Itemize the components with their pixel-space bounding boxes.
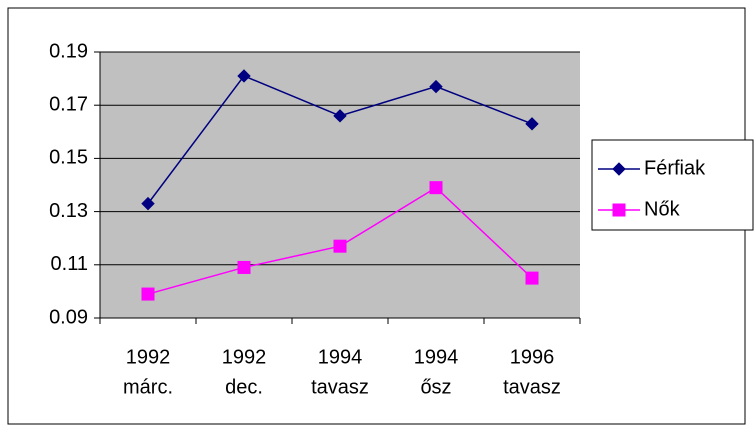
y-tick-label: 0.13: [49, 200, 88, 222]
data-point: [525, 271, 539, 285]
x-tick-label: márc.: [123, 376, 173, 398]
legend-marker: [612, 203, 626, 217]
data-point: [237, 260, 251, 274]
legend-marker: [612, 162, 626, 176]
data-point: [429, 181, 443, 195]
data-point: [429, 79, 443, 94]
x-tick-label: tavasz: [311, 376, 369, 398]
x-tick-label: dec.: [225, 376, 263, 398]
y-tick-label: 0.19: [49, 40, 88, 62]
y-tick-label: 0.11: [51, 253, 88, 275]
data-point: [525, 117, 539, 131]
legend-label: Nők: [644, 198, 681, 220]
x-tick-label: tavasz: [503, 376, 561, 398]
data-point: [333, 109, 347, 123]
x-tick-label: 1994: [414, 346, 459, 368]
x-tick-label: ősz: [420, 376, 451, 398]
y-tick-label: 0.15: [49, 147, 88, 169]
legend-label: Férfiak: [644, 157, 706, 179]
data-point: [333, 239, 347, 253]
x-tick-label: 1992: [126, 346, 171, 368]
y-tick-label: 0.09: [49, 306, 88, 328]
data-point: [141, 287, 155, 301]
x-tick-label: 1996: [510, 346, 555, 368]
x-tick-label: 1994: [318, 346, 363, 368]
y-tick-label: 0.17: [49, 93, 88, 115]
data-point: [237, 69, 251, 83]
plot-area: [100, 52, 580, 318]
data-point: [141, 196, 155, 211]
x-tick-label: 1992: [222, 346, 267, 368]
